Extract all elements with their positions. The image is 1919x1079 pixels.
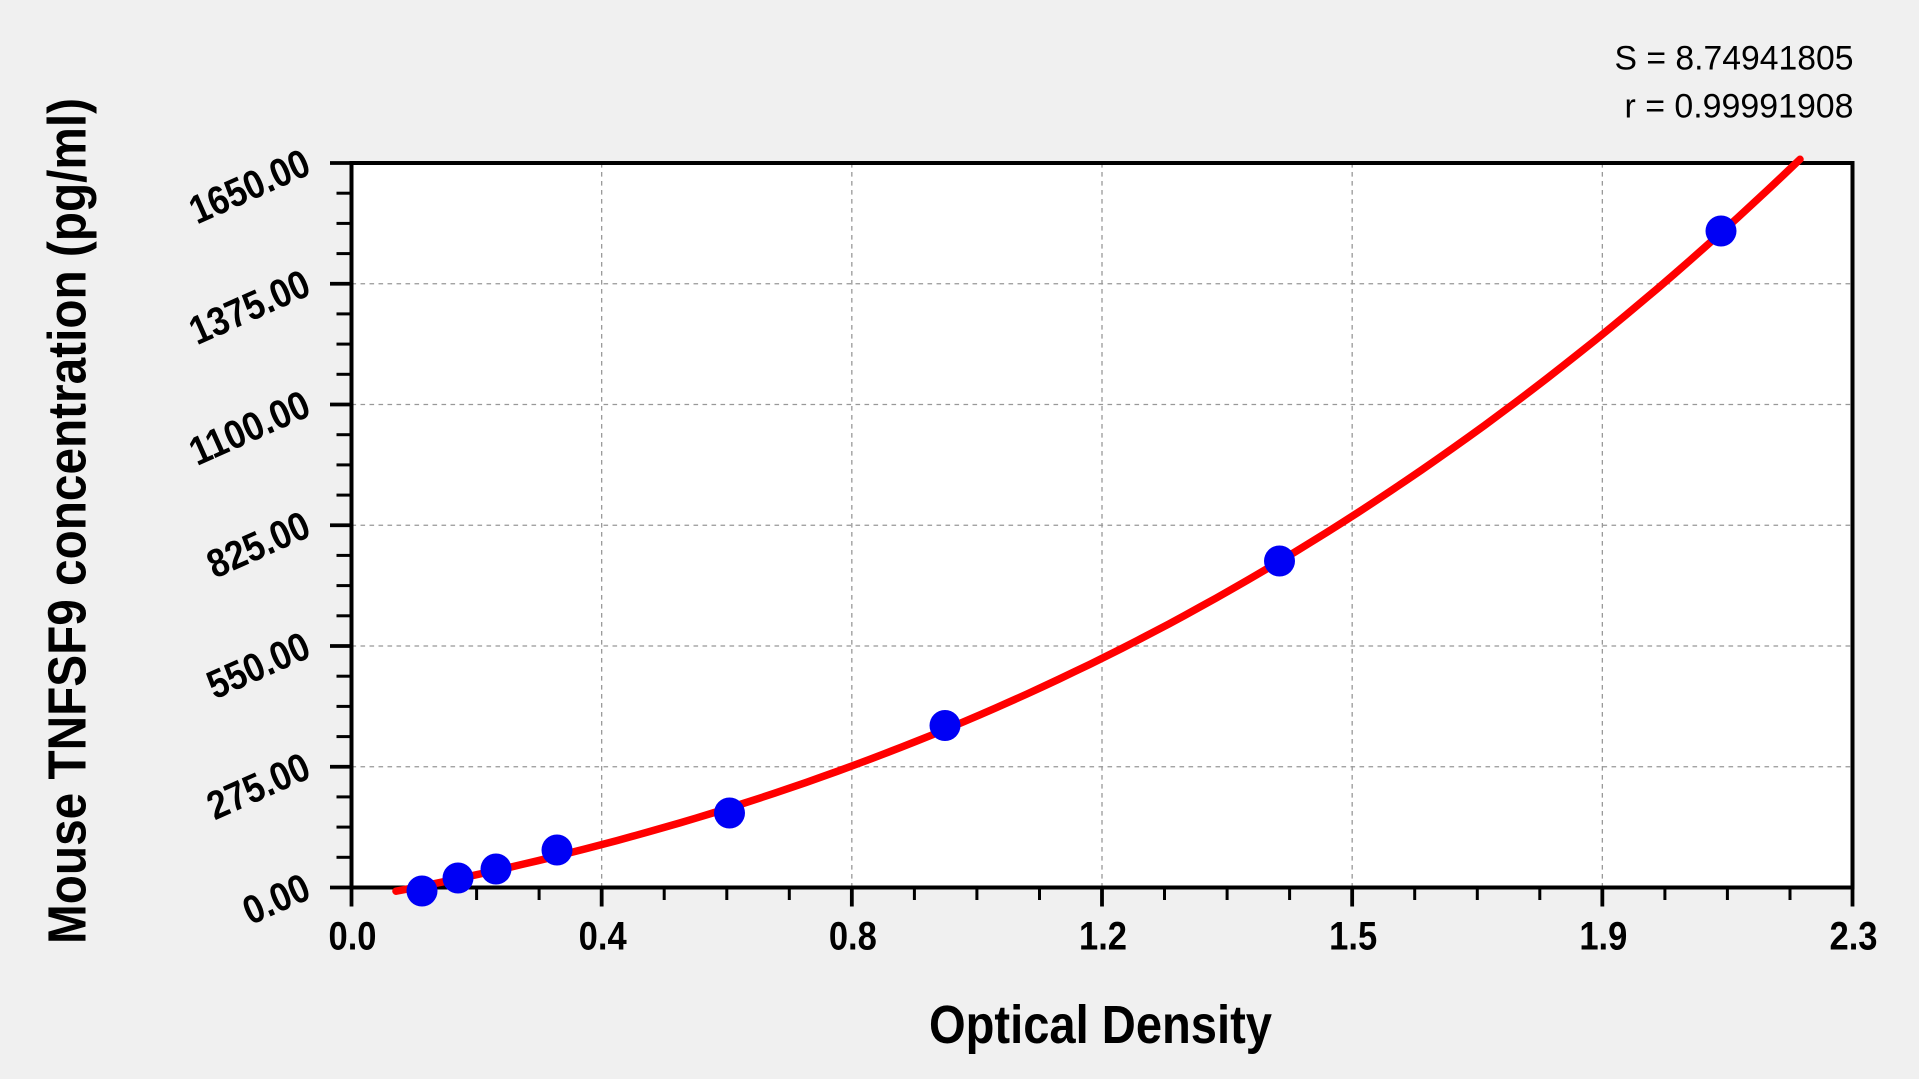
svg-text:Mouse TNFSF9 concentration (pg: Mouse TNFSF9 concentration (pg/ml) bbox=[38, 98, 98, 944]
svg-text:1.2: 1.2 bbox=[1079, 915, 1127, 959]
svg-text:r = 0.99991908: r = 0.99991908 bbox=[1625, 88, 1854, 126]
svg-text:0.4: 0.4 bbox=[579, 915, 628, 959]
svg-text:0.8: 0.8 bbox=[829, 915, 877, 959]
svg-text:S = 8.74941805: S = 8.74941805 bbox=[1615, 40, 1854, 78]
svg-text:Optical Density: Optical Density bbox=[929, 995, 1272, 1055]
svg-text:1.9: 1.9 bbox=[1579, 915, 1627, 959]
svg-text:2.3: 2.3 bbox=[1830, 915, 1878, 959]
svg-text:1.5: 1.5 bbox=[1329, 915, 1377, 959]
svg-text:0.0: 0.0 bbox=[329, 915, 377, 959]
